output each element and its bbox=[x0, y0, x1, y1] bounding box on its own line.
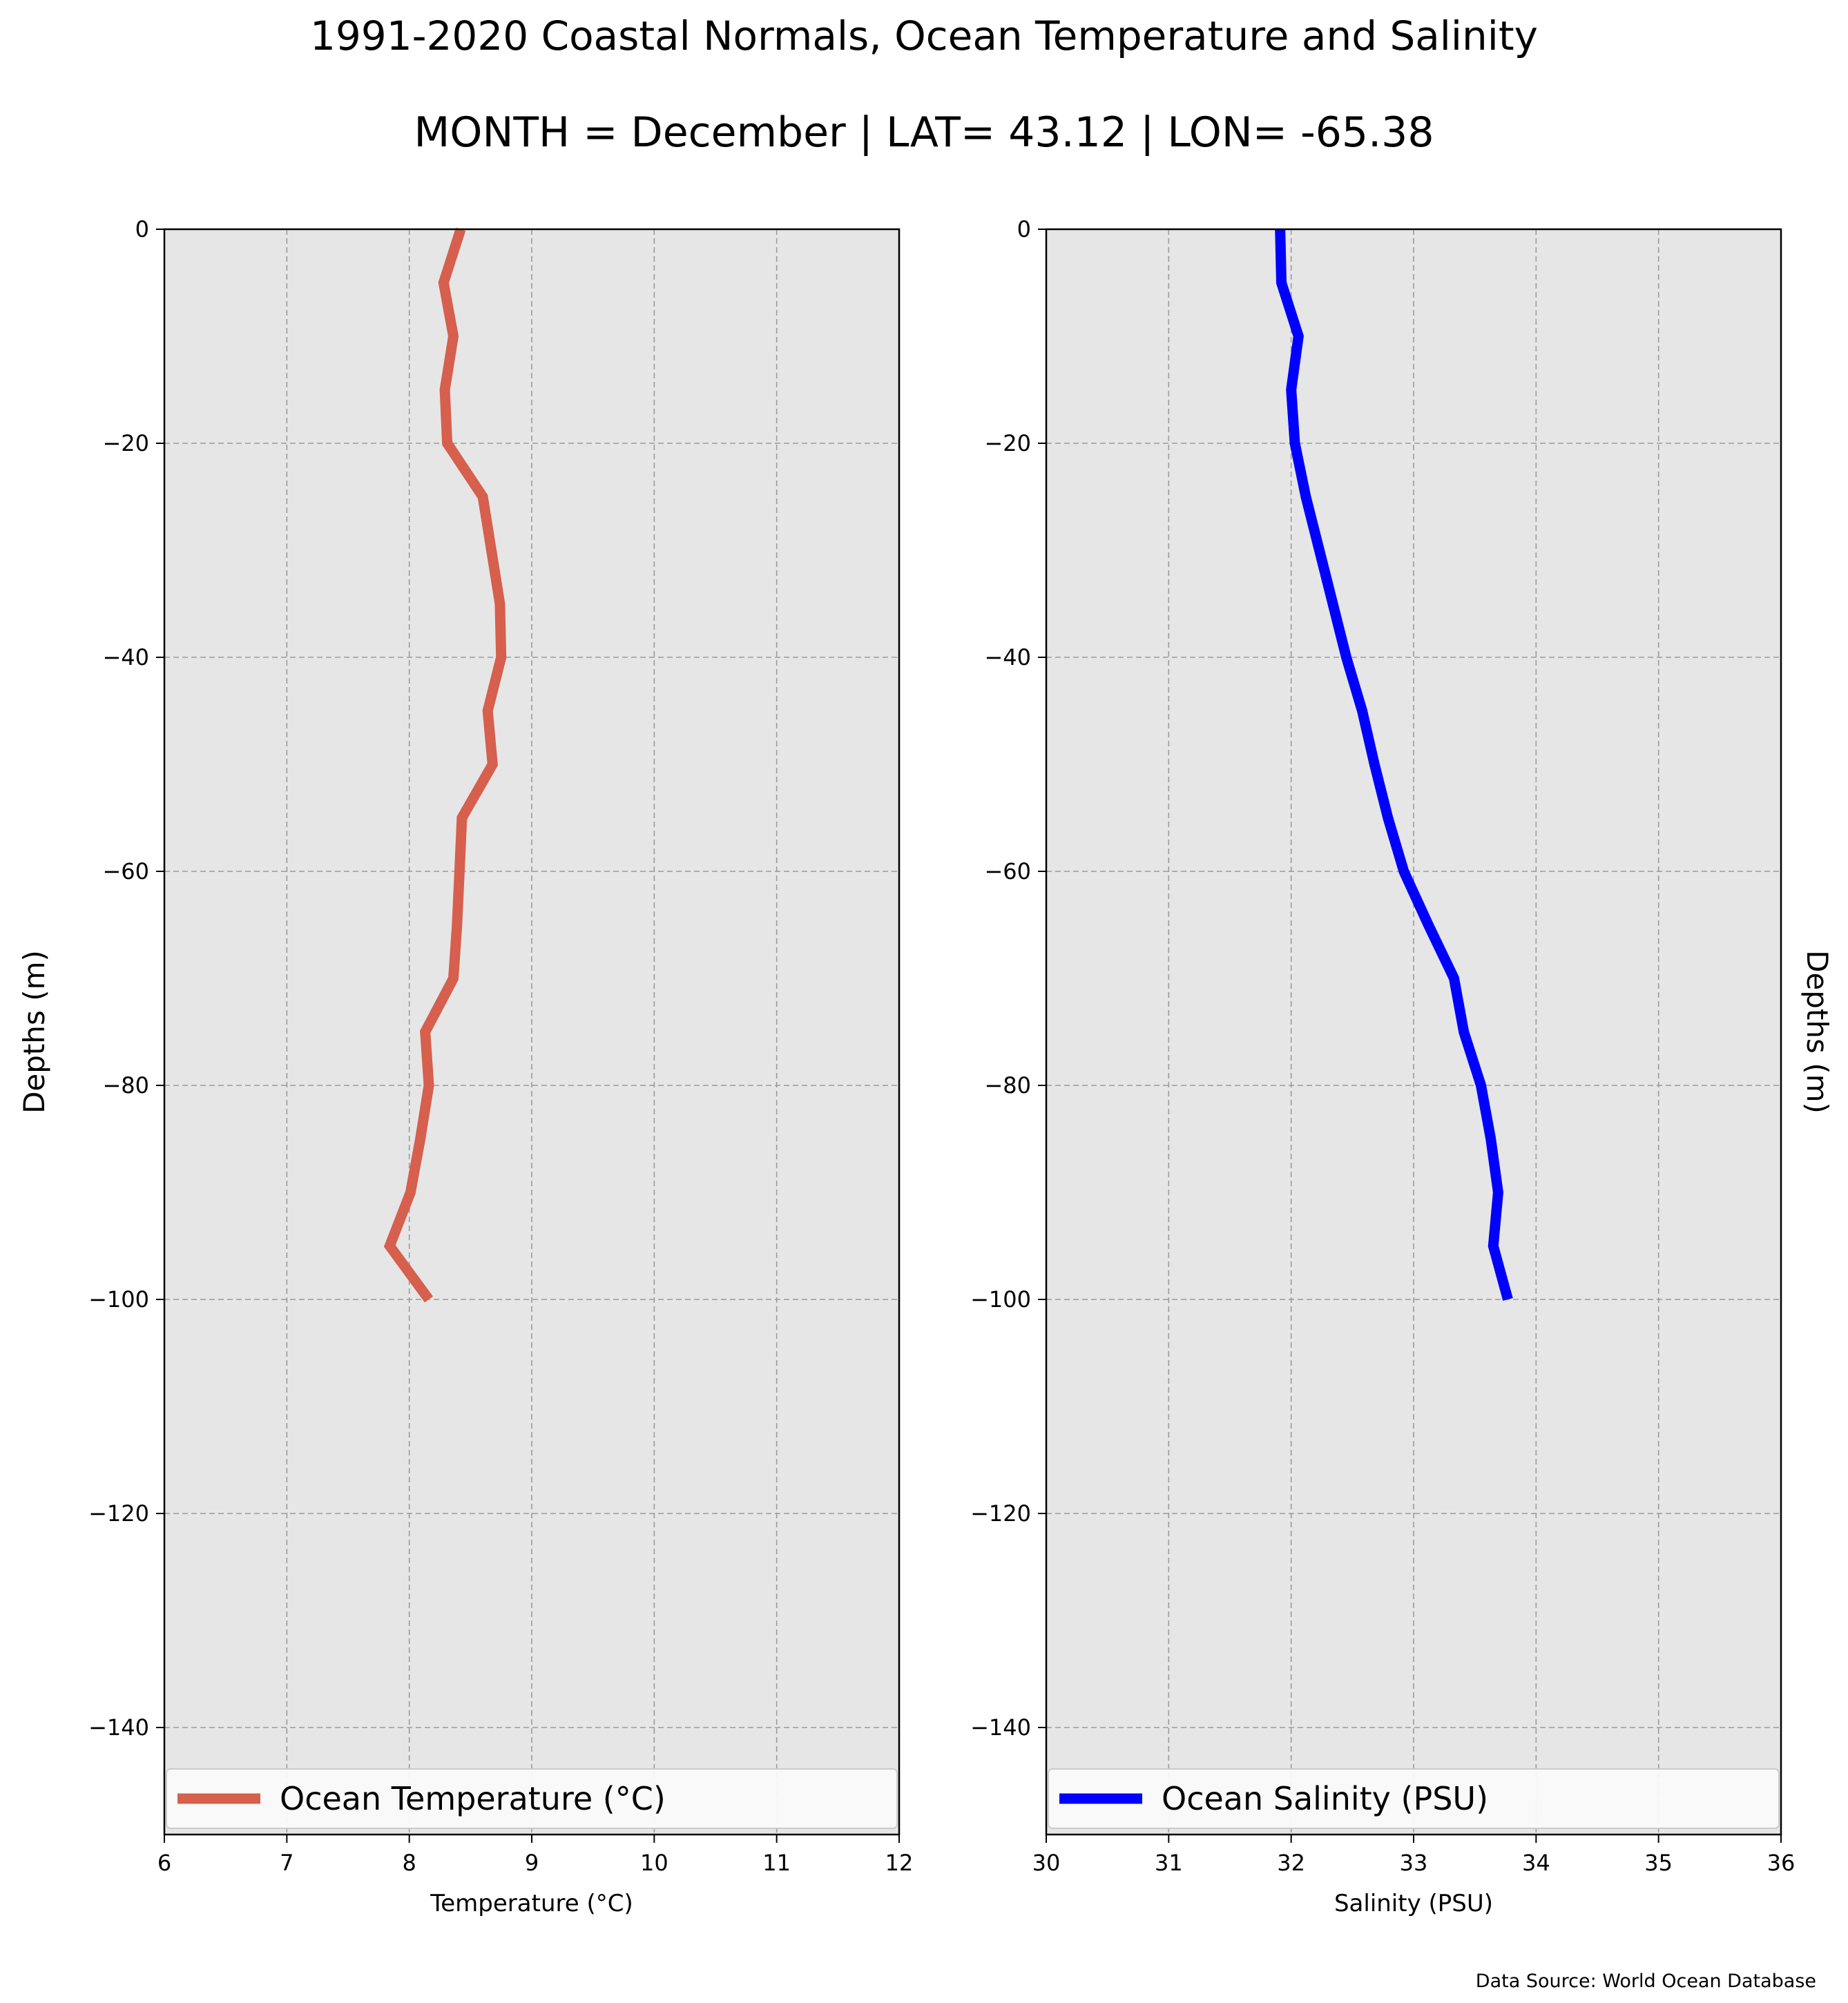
temperature-legend bbox=[166, 1768, 898, 1829]
temperature-y-tick-label: −20 bbox=[102, 430, 149, 456]
temperature-x-tick-label: 8 bbox=[402, 1850, 416, 1876]
temperature-y-tick-label: 0 bbox=[135, 216, 149, 242]
salinity-x-tick-label: 33 bbox=[1400, 1850, 1428, 1876]
temperature-x-tick-label: 11 bbox=[762, 1850, 791, 1876]
salinity-y-axis-label: Depths (m) bbox=[1800, 950, 1834, 1114]
temperature-x-axis-label: Temperature (°C) bbox=[430, 1890, 633, 1917]
temperature-panel: Ocean Temperature (°C) 6 7 8 9 10 11 12 0 −20 −40 −… bbox=[17, 216, 913, 1917]
salinity-x-axis-label: Salinity (PSU) bbox=[1334, 1890, 1493, 1917]
temperature-y-tick-label: −100 bbox=[88, 1286, 149, 1313]
data-source-note: Data Source: World Ocean Database bbox=[1476, 1971, 1816, 1992]
figure-title: 1991-2020 Coastal Normals, Ocean Tempera… bbox=[310, 12, 1538, 59]
temperature-x-tick-label: 6 bbox=[157, 1850, 171, 1876]
temperature-y-tick-label: −60 bbox=[102, 858, 149, 884]
salinity-x-tick-label: 36 bbox=[1767, 1850, 1796, 1876]
salinity-y-tick-label: −60 bbox=[984, 858, 1031, 884]
salinity-x-tick-label: 35 bbox=[1644, 1850, 1673, 1876]
temperature-y-tick-label: −140 bbox=[88, 1714, 149, 1741]
temperature-series-line bbox=[383, 227, 507, 1303]
temperature-y-tick-label: −80 bbox=[102, 1072, 149, 1099]
salinity-x-tick-label: 34 bbox=[1522, 1850, 1550, 1876]
temperature-y-axis-label: Depths (m) bbox=[17, 950, 51, 1114]
salinity-panel: Ocean Salinity (PSU) 30 31 32 33 34 35 36 0 −20 −4… bbox=[970, 216, 1834, 1917]
temperature-x-tick-label: 12 bbox=[885, 1850, 914, 1876]
salinity-y-tick-label: −20 bbox=[984, 430, 1031, 456]
temperature-x-tick-label: 10 bbox=[640, 1850, 668, 1876]
temperature-legend-label: Ocean Temperature (°C) bbox=[280, 1780, 666, 1817]
salinity-x-tick-label: 32 bbox=[1277, 1850, 1305, 1876]
figure-subtitle: MONTH = December | LAT= 43.12 | LON= -65… bbox=[414, 108, 1434, 157]
salinity-y-tick-label: −120 bbox=[970, 1500, 1031, 1527]
temperature-x-tick-label: 9 bbox=[525, 1850, 539, 1876]
salinity-y-tick-label: −100 bbox=[970, 1286, 1031, 1313]
temperature-x-tick-label: 7 bbox=[280, 1850, 293, 1876]
salinity-y-tick-label: −80 bbox=[984, 1072, 1031, 1099]
salinity-legend-label: Ocean Salinity (PSU) bbox=[1162, 1780, 1488, 1817]
salinity-y-tick-label: −140 bbox=[970, 1714, 1031, 1741]
salinity-x-tick-label: 30 bbox=[1032, 1850, 1061, 1876]
salinity-x-tick-label: 31 bbox=[1155, 1850, 1183, 1876]
temperature-y-tick-label: −120 bbox=[88, 1500, 149, 1527]
salinity-y-tick-label: 0 bbox=[1017, 216, 1031, 242]
salinity-series-line bbox=[1275, 229, 1513, 1301]
salinity-y-tick-label: −40 bbox=[984, 644, 1031, 670]
salinity-legend bbox=[1048, 1768, 1780, 1829]
temperature-y-tick-label: −40 bbox=[102, 644, 149, 670]
